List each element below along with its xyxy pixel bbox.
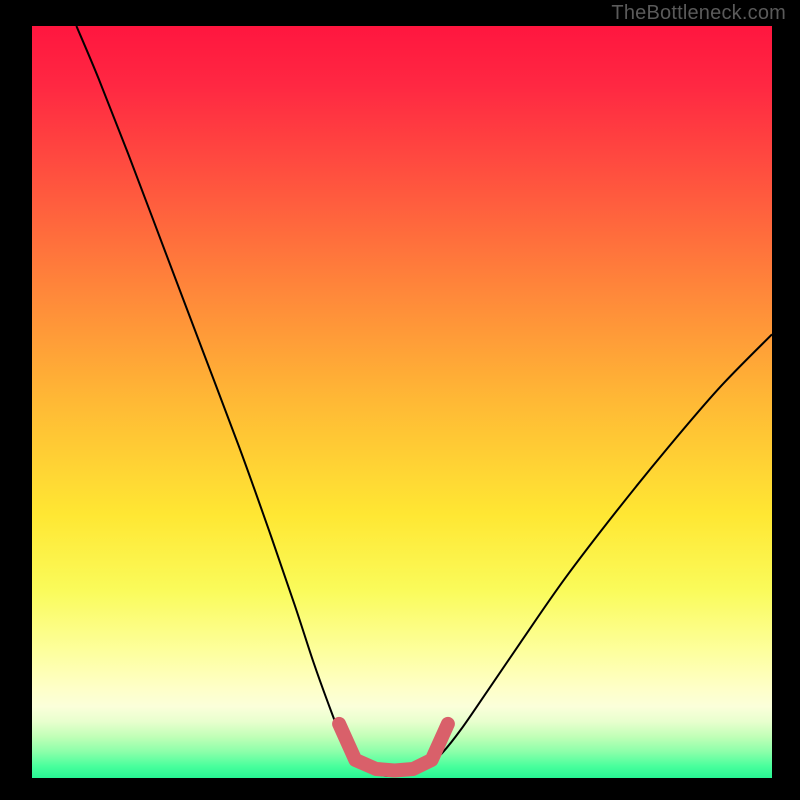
watermark-label: TheBottleneck.com xyxy=(611,2,786,25)
bottleneck-curve-chart xyxy=(32,26,772,778)
chart-background xyxy=(32,26,772,778)
chart-container: TheBottleneck.com xyxy=(0,0,800,800)
plot-area xyxy=(32,26,772,778)
